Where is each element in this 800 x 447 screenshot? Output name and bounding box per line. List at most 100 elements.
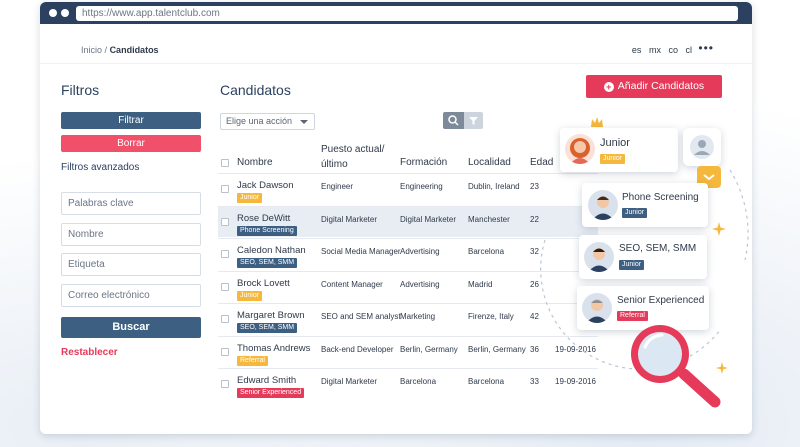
candidate-education: Barcelona bbox=[400, 377, 437, 386]
table-row[interactable]: Rose DeWitt Phone Screening Digital Market… bbox=[218, 205, 598, 237]
card-tag: Junior bbox=[622, 208, 648, 218]
candidate-age: 32 bbox=[530, 247, 539, 256]
card-tag: Junior bbox=[600, 154, 626, 164]
table-row[interactable]: Thomas Andrews Referral Back-end Developer… bbox=[218, 335, 598, 367]
breadcrumb-separator: / bbox=[104, 45, 108, 55]
row-checkbox[interactable] bbox=[221, 185, 229, 193]
page-title: Candidatos bbox=[220, 82, 291, 98]
row-checkbox[interactable] bbox=[221, 217, 229, 226]
candidate-age: 26 bbox=[530, 279, 539, 289]
clear-button[interactable]: Borrar bbox=[61, 135, 201, 152]
candidate-location: Berlin, Germany bbox=[468, 344, 526, 354]
person-female-icon bbox=[570, 138, 590, 164]
candidate-name[interactable]: Brock Lovett bbox=[237, 277, 290, 289]
more-menu-icon[interactable]: ••• bbox=[698, 41, 714, 55]
candidate-tag: SEO, SEM, SMM bbox=[237, 323, 298, 333]
magnifying-glass-icon bbox=[631, 325, 721, 408]
row-checkbox[interactable] bbox=[221, 315, 229, 323]
floating-card-seo[interactable]: SEO, SEM, SMM Junior bbox=[579, 235, 707, 279]
row-checkbox[interactable] bbox=[221, 347, 229, 356]
candidate-position: Digital Marketer bbox=[321, 377, 378, 386]
candidate-name[interactable]: Caledon Nathan bbox=[237, 245, 306, 256]
candidate-education: Engineering bbox=[400, 182, 443, 191]
chat-bubble-icon bbox=[697, 166, 721, 188]
candidate-location: Madrid bbox=[468, 279, 493, 289]
user-placeholder-card bbox=[683, 128, 721, 166]
action-select[interactable]: Elige una acción bbox=[220, 113, 315, 130]
table-row[interactable]: Brock Lovett Junior Content Manager Adverti… bbox=[218, 270, 598, 302]
candidate-name[interactable]: Rose DeWitt bbox=[237, 212, 291, 224]
column-header-position[interactable]: Puesto actual/ último bbox=[321, 144, 385, 170]
lang-cl[interactable]: cl bbox=[685, 45, 693, 55]
card-title: SEO, SEM, SMM bbox=[619, 243, 697, 254]
avatar bbox=[582, 293, 612, 323]
person-male-icon bbox=[586, 299, 608, 323]
row-checkbox[interactable] bbox=[221, 282, 229, 291]
candidate-position: Digital Marketer bbox=[321, 214, 378, 224]
column-header-location[interactable]: Localidad bbox=[468, 157, 511, 168]
search-icon-button[interactable] bbox=[443, 112, 464, 129]
keywords-field[interactable]: Palabras clave bbox=[61, 192, 201, 215]
floating-card-senior[interactable]: Senior Experienced Referral bbox=[577, 286, 709, 330]
breadcrumb-home[interactable]: Inicio bbox=[81, 45, 103, 55]
row-checkbox[interactable] bbox=[221, 250, 229, 258]
candidate-education: Advertising bbox=[400, 279, 440, 289]
row-checkbox[interactable] bbox=[221, 380, 229, 388]
candidate-tag: Senior Experienced bbox=[237, 388, 305, 398]
add-candidates-button[interactable]: + Añadir Candidatos bbox=[586, 75, 722, 98]
table-row[interactable]: Margaret Brown SEO, SEM, SMM SEO and SEM a… bbox=[218, 303, 598, 334]
reset-link[interactable]: Restablecer bbox=[61, 347, 118, 358]
search-icon bbox=[448, 115, 459, 126]
avatar bbox=[584, 242, 614, 272]
candidate-tag: SEO, SEM, SMM bbox=[237, 258, 298, 268]
candidate-name[interactable]: Thomas Andrews bbox=[237, 342, 311, 354]
top-bar: Inicio / Candidatos es mx co cl ••• bbox=[40, 24, 752, 64]
column-header-age[interactable]: Edad bbox=[530, 157, 554, 168]
candidate-education: Marketing bbox=[400, 312, 436, 321]
search-button[interactable]: Buscar bbox=[61, 317, 201, 338]
card-tag: Junior bbox=[619, 260, 645, 270]
candidate-education: Digital Marketer bbox=[400, 214, 457, 224]
candidate-name[interactable]: Jack Dawson bbox=[237, 180, 294, 191]
candidate-location: Barcelona bbox=[468, 377, 505, 386]
card-tag: Referral bbox=[617, 311, 648, 321]
url-bar[interactable]: https://www.app.talentclub.com bbox=[76, 6, 738, 21]
avatar bbox=[588, 190, 618, 220]
card-title: Senior Experienced bbox=[617, 295, 705, 306]
funnel-icon bbox=[469, 117, 478, 125]
candidate-age: 22 bbox=[530, 214, 539, 224]
window-dot[interactable] bbox=[61, 9, 69, 17]
avatar bbox=[565, 134, 595, 164]
candidate-name[interactable]: Edward Smith bbox=[237, 375, 297, 386]
candidate-location: Manchester bbox=[468, 214, 510, 224]
window-dot[interactable] bbox=[49, 9, 57, 17]
candidate-date: 19-09-2016 bbox=[555, 344, 596, 354]
table-row[interactable]: Jack Dawson Junior Engineer Engineering Dubl… bbox=[218, 173, 598, 204]
floating-card-phone-screening[interactable]: Phone Screening Junior bbox=[582, 183, 708, 227]
candidate-name[interactable]: Margaret Brown bbox=[237, 310, 305, 321]
person-male-icon bbox=[588, 248, 610, 272]
email-field[interactable]: Correo electrónico bbox=[61, 284, 201, 307]
candidate-position: Social Media Manager bbox=[321, 247, 401, 256]
table-row[interactable]: Edward Smith Senior Experienced Digital Ma… bbox=[218, 368, 598, 399]
name-field[interactable]: Nombre bbox=[61, 223, 201, 246]
filter-button[interactable]: Filtrar bbox=[61, 112, 201, 129]
candidate-location: Dublin, Ireland bbox=[468, 182, 520, 191]
sidebar-title: Filtros bbox=[61, 82, 100, 98]
tag-field[interactable]: Etiqueta bbox=[61, 253, 201, 276]
lang-mx[interactable]: mx bbox=[648, 45, 661, 55]
select-all-checkbox[interactable] bbox=[221, 159, 229, 167]
column-header-education[interactable]: Formación bbox=[400, 157, 448, 168]
floating-card-junior[interactable]: Junior Junior bbox=[560, 128, 678, 172]
table-row[interactable]: Caledon Nathan SEO, SEM, SMM Social Media … bbox=[218, 238, 598, 269]
column-header-name[interactable]: Nombre bbox=[237, 157, 273, 168]
candidate-position: SEO and SEM analyst bbox=[321, 312, 401, 321]
candidate-age: 42 bbox=[530, 312, 539, 321]
candidate-date: 19-09-2016 bbox=[555, 377, 596, 386]
lang-es[interactable]: es bbox=[631, 45, 642, 55]
lang-co[interactable]: co bbox=[668, 45, 678, 55]
candidate-age: 33 bbox=[530, 377, 539, 386]
candidate-education: Advertising bbox=[400, 247, 440, 256]
candidate-position: Content Manager bbox=[321, 279, 383, 289]
filter-icon-button[interactable] bbox=[464, 112, 483, 129]
